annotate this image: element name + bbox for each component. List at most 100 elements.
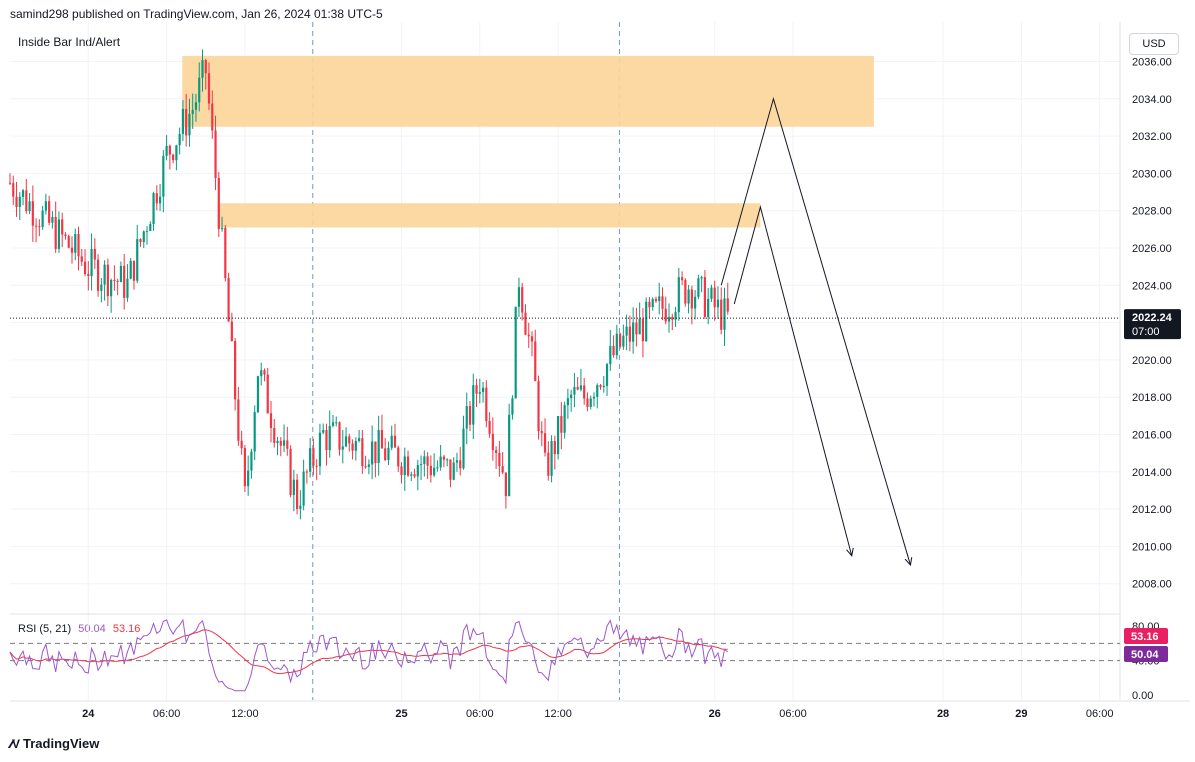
candle-body: [38, 226, 41, 228]
candle: [96, 254, 100, 297]
candle: [481, 381, 485, 403]
candle: [279, 436, 282, 457]
rsi-ma-legend-value: 53.16: [112, 623, 141, 635]
candle-body: [694, 296, 697, 309]
candle-body: [517, 287, 521, 307]
candle-body: [527, 334, 530, 337]
candle-body: [194, 102, 198, 110]
candle: [632, 307, 635, 354]
candle: [449, 459, 452, 488]
projection-arrowhead: [846, 547, 854, 557]
candle: [625, 314, 628, 351]
candle-body: [690, 289, 693, 309]
candle-body: [93, 248, 96, 260]
candle: [328, 410, 331, 458]
candle-body: [583, 385, 586, 399]
candle-body: [132, 260, 136, 281]
candle: [296, 473, 299, 515]
candle: [618, 332, 622, 349]
time-tick-label: 06:00: [779, 708, 807, 720]
indicator-title[interactable]: Inside Bar Ind/Alert: [18, 35, 121, 49]
candle: [671, 313, 674, 331]
candle-body: [198, 77, 201, 103]
candle-body: [605, 364, 609, 386]
candle-body: [181, 108, 185, 134]
rsi-ma-value-text: 53.16: [1131, 631, 1159, 643]
candle: [31, 185, 34, 242]
candle-body: [393, 435, 397, 448]
candle-body: [504, 472, 507, 497]
candle-body: [344, 436, 348, 447]
candle-body: [371, 441, 374, 465]
candle: [426, 452, 429, 479]
candle-body: [87, 273, 90, 277]
candle-body: [155, 193, 158, 204]
candle: [35, 218, 38, 243]
candle-body: [74, 233, 77, 253]
time-tick-label: 06:00: [1086, 708, 1114, 720]
candle: [126, 264, 129, 302]
candle: [540, 421, 543, 447]
candle-body: [211, 103, 214, 131]
candle: [687, 284, 690, 314]
candle-body: [357, 438, 361, 441]
candle: [139, 238, 142, 247]
candle-body: [227, 278, 230, 322]
candle: [726, 282, 729, 315]
candle-body: [667, 317, 671, 322]
candle-body: [201, 60, 204, 78]
candle: [465, 392, 468, 445]
candle-body: [521, 287, 524, 313]
candle: [664, 296, 667, 325]
time-tick-label: 12:00: [544, 708, 572, 720]
candle: [322, 423, 325, 435]
candle-body: [387, 447, 390, 461]
candle: [410, 471, 413, 482]
candle: [106, 258, 109, 307]
candle: [645, 297, 648, 343]
candle: [550, 435, 553, 483]
candle: [638, 302, 641, 335]
candle-body: [175, 145, 178, 161]
candle-body: [282, 440, 286, 446]
candle-body: [100, 284, 103, 291]
candle: [240, 430, 243, 455]
candle: [211, 90, 214, 139]
candle: [325, 423, 328, 466]
candle: [266, 368, 269, 414]
candle: [41, 205, 44, 230]
candle-body: [468, 406, 472, 425]
rsi-value-text: 50.04: [1131, 649, 1159, 661]
price-tick-label: 2014.00: [1132, 467, 1172, 479]
supply-zone: [182, 55, 874, 127]
last-price-value: 2022.24: [1132, 312, 1173, 324]
candle: [28, 193, 31, 215]
candle-body: [296, 479, 299, 509]
candle-body: [338, 422, 341, 450]
candle-body: [269, 413, 273, 429]
rsi-legend[interactable]: RSI (5, 21) 50.04 53.16: [18, 623, 144, 635]
candle: [543, 418, 547, 457]
candle: [110, 278, 113, 313]
candle: [654, 296, 658, 303]
candle-body: [530, 336, 534, 342]
candle: [498, 440, 501, 477]
candle: [70, 236, 74, 264]
candle: [648, 297, 651, 319]
currency-button[interactable]: USD: [1129, 33, 1179, 55]
candle: [364, 455, 367, 469]
candle: [472, 373, 475, 440]
candle: [661, 287, 664, 321]
candle-body: [455, 460, 459, 463]
candle-body: [674, 312, 677, 320]
time-tick-label: 06:00: [466, 708, 494, 720]
candle: [713, 280, 716, 321]
candle-body: [488, 420, 491, 434]
candle-body: [113, 279, 116, 281]
rsi-ma-line: [9, 629, 728, 675]
candle: [21, 188, 25, 206]
candle-body: [429, 465, 432, 476]
candle-body: [162, 155, 165, 197]
candle: [612, 335, 615, 358]
